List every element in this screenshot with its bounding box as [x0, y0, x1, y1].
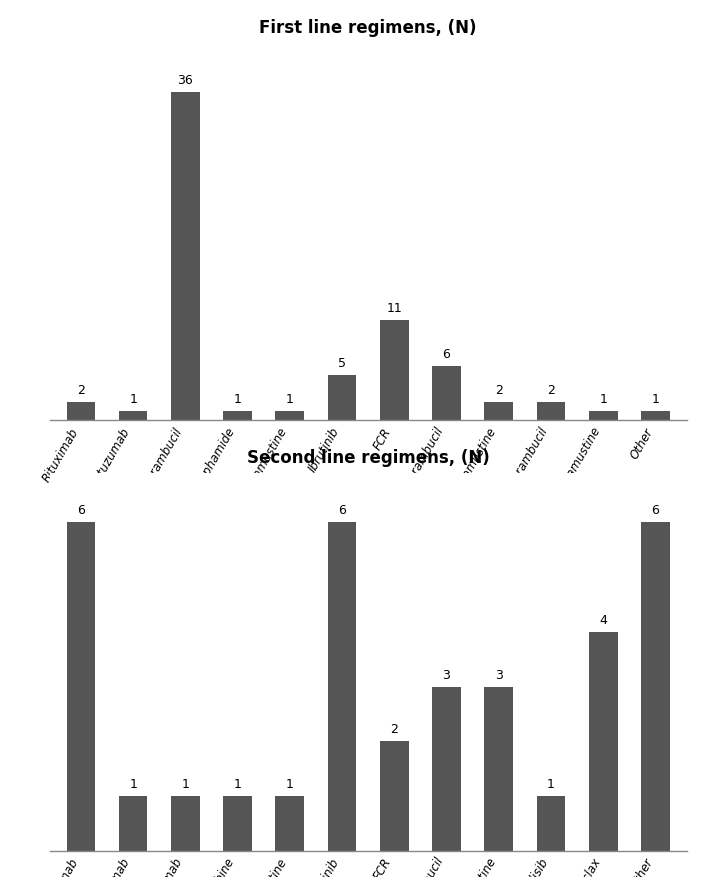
Text: 6: 6 [651, 504, 659, 517]
Text: 3: 3 [495, 668, 503, 681]
Bar [275, 796, 304, 851]
Bar [67, 523, 96, 851]
Bar [380, 321, 409, 421]
Text: 2: 2 [390, 723, 398, 736]
Bar [275, 412, 304, 421]
Text: 3: 3 [442, 668, 450, 681]
Text: 1: 1 [286, 393, 294, 406]
Text: 2: 2 [495, 384, 503, 396]
Bar [589, 412, 617, 421]
Bar [328, 523, 356, 851]
Text: 1: 1 [651, 393, 659, 406]
Bar [432, 687, 461, 851]
Bar [119, 412, 147, 421]
Title: Second line regimens, (N): Second line regimens, (N) [247, 448, 489, 467]
Text: 1: 1 [547, 777, 555, 790]
Text: 2: 2 [547, 384, 555, 396]
Text: 36: 36 [178, 75, 193, 87]
Bar [484, 687, 513, 851]
Bar [223, 412, 252, 421]
Title: First line regimens, (N): First line regimens, (N) [259, 18, 477, 37]
Bar [171, 93, 200, 421]
Text: 11: 11 [387, 302, 402, 315]
Text: 1: 1 [234, 777, 241, 790]
Bar [484, 403, 513, 421]
Text: 1: 1 [286, 777, 294, 790]
Bar [537, 796, 565, 851]
Text: 4: 4 [599, 613, 607, 626]
Bar [223, 796, 252, 851]
Bar [641, 412, 670, 421]
Text: 6: 6 [442, 347, 450, 360]
Bar [432, 367, 461, 421]
Bar [537, 403, 565, 421]
Text: 1: 1 [181, 777, 189, 790]
Bar [589, 632, 617, 851]
Bar [171, 796, 200, 851]
Text: 1: 1 [234, 393, 241, 406]
Text: 2: 2 [77, 384, 85, 396]
Bar [67, 403, 96, 421]
Text: 5: 5 [338, 357, 346, 369]
Text: 1: 1 [129, 777, 137, 790]
Text: 1: 1 [599, 393, 607, 406]
Text: 6: 6 [338, 504, 346, 517]
Bar [380, 741, 409, 851]
Bar [119, 796, 147, 851]
Bar [328, 375, 356, 421]
Bar [641, 523, 670, 851]
Text: 1: 1 [129, 393, 137, 406]
Text: 6: 6 [77, 504, 85, 517]
